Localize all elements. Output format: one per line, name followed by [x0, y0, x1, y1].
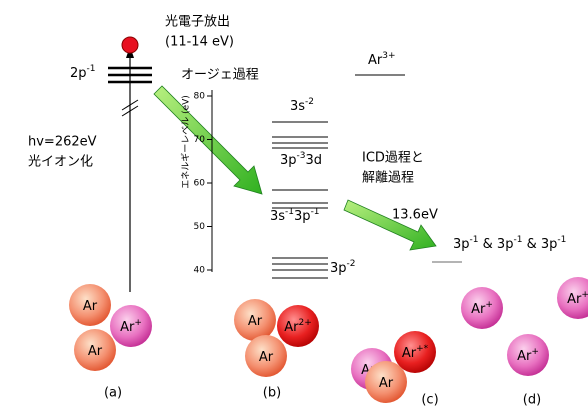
label-part: Ar — [517, 349, 532, 364]
photoionization: 光イオン化 — [28, 155, 93, 170]
atom-label: Ar — [83, 299, 98, 314]
atom-label: Ar — [259, 350, 274, 365]
tick-label: 50 — [194, 222, 206, 232]
superscript: -3 — [297, 151, 306, 161]
label-part: Ar — [248, 314, 263, 329]
atom-label: Ar — [248, 314, 263, 329]
superscript: -1 — [557, 235, 566, 245]
label-part: 2p — [70, 66, 87, 81]
superscript: +* — [416, 344, 429, 354]
axis-label: エネルギーレベル (eV) — [181, 95, 192, 189]
auger-label: オージェ過程 — [181, 68, 259, 83]
core-hole-label: 2p-1 — [70, 64, 96, 81]
label-part: Ar — [402, 346, 417, 361]
panel-label: (c) — [421, 393, 438, 408]
tick-label: 40 — [194, 266, 206, 276]
label-part: 3p — [453, 237, 470, 252]
superscript: -1 — [87, 64, 96, 74]
superscript: -2 — [305, 97, 314, 107]
label-part: Ar — [88, 344, 103, 359]
atom-label: Ar — [379, 376, 394, 391]
label-part: 3s — [270, 209, 285, 224]
label-part: Ar — [368, 53, 383, 68]
label-part: Ar — [379, 376, 394, 391]
electron — [122, 37, 138, 53]
ar3-label: Ar3+ — [368, 51, 396, 68]
tick-label: 60 — [194, 179, 206, 189]
label-part: 3p — [330, 261, 347, 276]
photoelectron-title: 光電子放出 — [165, 15, 230, 30]
panel-label: (b) — [263, 386, 281, 401]
state-label: 3s-2 — [290, 97, 314, 114]
diagram: エネルギーレベル (eV) 光電子放出 (11-14 eV) hv=262eV … — [0, 0, 588, 408]
label-part: Ar — [471, 302, 486, 317]
label-part: Ar — [259, 350, 274, 365]
tick-label: 70 — [194, 135, 206, 145]
photoelectron-energy: (11-14 eV) — [165, 35, 234, 50]
state-label: 3p-2 — [330, 259, 356, 276]
superscript: -1 — [513, 235, 522, 245]
superscript: 3+ — [382, 51, 395, 61]
label-part: 3p — [294, 209, 311, 224]
superscript: + — [581, 290, 588, 300]
superscript: -1 — [470, 235, 479, 245]
label-part: 3d — [306, 153, 323, 168]
label-part: 3s — [290, 99, 305, 114]
atom-label: Ar — [88, 344, 103, 359]
label-part: & 3p — [522, 237, 557, 252]
superscript: + — [531, 347, 539, 357]
state-label: 3p-33d — [280, 151, 322, 168]
label-part: 3p — [280, 153, 297, 168]
superscript: + — [485, 300, 493, 310]
icd-label: 解離過程 — [362, 171, 414, 186]
superscript: + — [134, 318, 142, 328]
label-part: Ar — [567, 292, 582, 307]
label-part: Ar — [120, 320, 135, 335]
panel-label: (a) — [104, 386, 122, 401]
tick-label: 80 — [194, 92, 206, 102]
label-part: Ar — [83, 299, 98, 314]
photon-energy: hv=262eV — [28, 135, 97, 150]
state-label: 3s-13p-1 — [270, 207, 320, 224]
label-part: & 3p — [479, 237, 514, 252]
icd-energy: 13.6eV — [392, 208, 438, 223]
superscript: -2 — [347, 259, 356, 269]
superscript: -1 — [285, 207, 294, 217]
final-state-label: 3p-1 & 3p-1 & 3p-1 — [453, 235, 566, 252]
icd-label: ICD過程と — [362, 151, 424, 166]
superscript: 2+ — [298, 318, 311, 328]
superscript: -1 — [311, 207, 320, 217]
label-part: Ar — [284, 320, 299, 335]
panel-label: (d) — [523, 393, 541, 408]
